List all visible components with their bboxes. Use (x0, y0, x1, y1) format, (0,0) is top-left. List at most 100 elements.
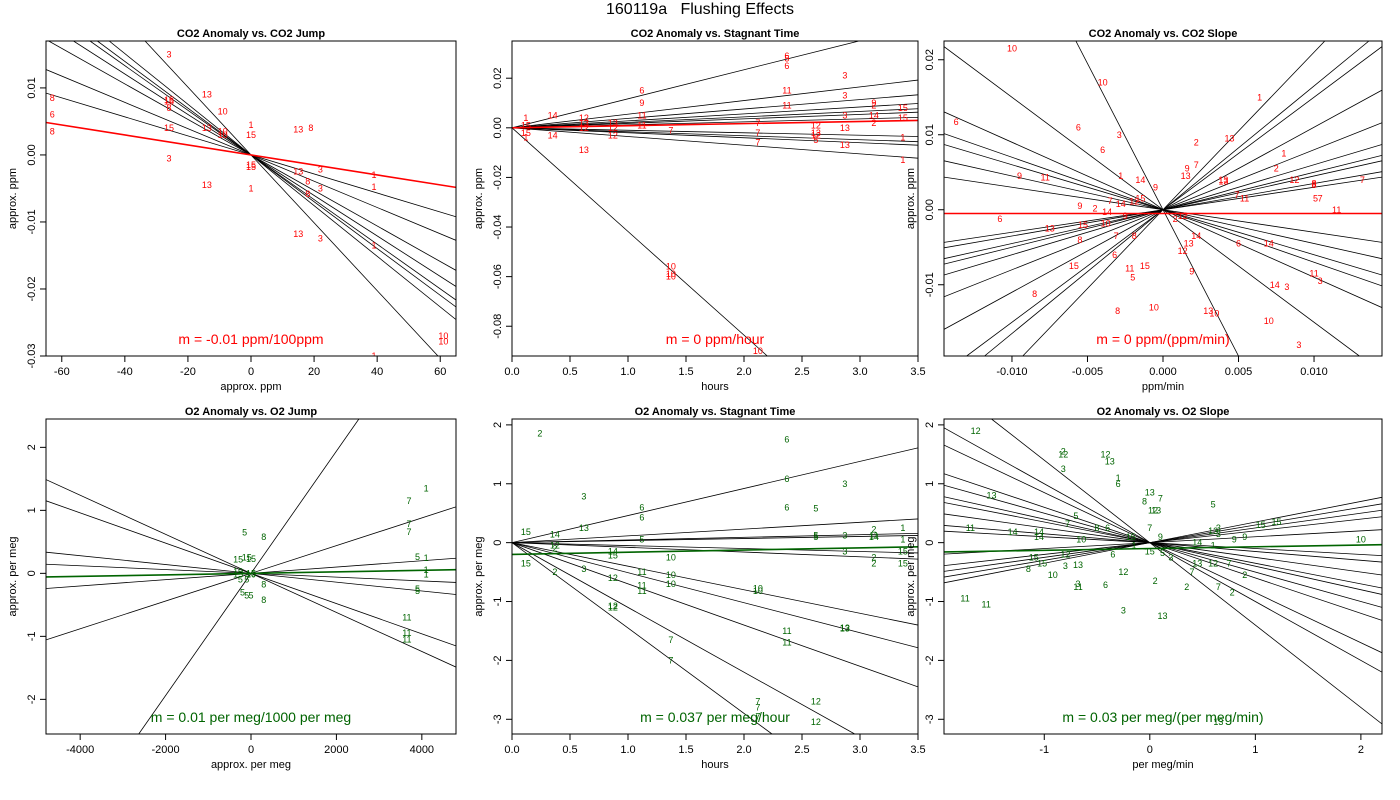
panel-5: 2151514122231331415121212665111111101010… (473, 406, 926, 771)
data-point-label: 3 (166, 153, 171, 163)
data-point-label: 11 (966, 523, 975, 533)
y-tick-label: 0.02 (492, 67, 504, 88)
reference-line (512, 111, 918, 129)
data-point-label: 5 (244, 575, 249, 585)
data-point-label: 12 (811, 717, 821, 727)
figure-title: 160119a Flushing Effects (606, 1, 794, 18)
data-points: 1151511414121312131312126911111010107107… (521, 51, 908, 356)
y-tick-label: 2 (26, 444, 38, 450)
x-tick-label: 0.5 (562, 744, 577, 756)
data-point-label: 7 (1194, 160, 1199, 170)
reference-line (944, 473, 1382, 621)
data-point-label: 2 (871, 552, 876, 562)
data-point-label: 10 (438, 336, 448, 346)
reference-line (966, 46, 1382, 356)
data-point-label: 7 (668, 655, 673, 665)
data-point-label: 13 (1192, 558, 1202, 568)
data-point-label: 14 (1270, 280, 1280, 290)
data-point-label: 5 (813, 503, 818, 513)
data-point-label: 7 (1114, 231, 1119, 241)
data-point-label: 1 (424, 483, 429, 493)
y-tick-label: -0.06 (492, 264, 504, 289)
reference-line (512, 127, 768, 356)
data-point-label: 15 (898, 546, 908, 556)
data-point-label: 3 (1216, 523, 1221, 533)
reference-lines (944, 419, 1382, 725)
reference-line (512, 518, 918, 544)
data-point-label: 3 (318, 183, 323, 193)
data-point-label: 15 (521, 120, 531, 130)
data-point-label: 3 (318, 234, 323, 244)
data-point-label: 12 (608, 602, 618, 612)
data-point-label: 2 (1274, 164, 1279, 174)
data-point-label: 15 (233, 570, 243, 580)
data-point-label: 14 (1191, 231, 1201, 241)
x-axis-label: per meg/min (1132, 759, 1193, 771)
reference-line (138, 419, 360, 734)
data-point-label: 13 (986, 491, 996, 501)
slope-annotation: m = 0.01 per meg/1000 per meg (151, 709, 351, 725)
data-point-label: 2 (1194, 137, 1199, 147)
data-point-label: 10 (1209, 308, 1219, 318)
x-tick-label: 2000 (324, 744, 348, 756)
data-point-label: 11 (982, 599, 991, 609)
reference-line (991, 419, 1382, 725)
data-point-label: 8 (305, 189, 310, 199)
data-point-label: 3 (842, 479, 847, 489)
data-point-label: 13 (840, 623, 850, 633)
reference-line (944, 427, 1382, 673)
data-point-label: 2 (1230, 588, 1235, 598)
data-point-label: 10 (1007, 44, 1017, 54)
x-tick-label: 0.0 (504, 744, 519, 756)
data-point-label: 9 (1158, 532, 1163, 542)
x-axis-label: hours (701, 381, 729, 393)
data-point-label: 11 (782, 638, 791, 648)
reference-line (512, 542, 918, 649)
reference-line (512, 535, 918, 544)
reference-line (944, 496, 1382, 584)
y-axis-label: approx. per meg (473, 536, 485, 616)
data-point-label: 8 (1312, 179, 1317, 189)
reference-line (944, 502, 1382, 589)
data-point-label: 3 (842, 91, 847, 101)
y-tick-label: -2 (26, 694, 38, 704)
y-tick-label: -1 (26, 631, 38, 641)
data-point-label: 1 (424, 553, 429, 563)
x-tick-label: 1.5 (678, 366, 693, 378)
data-point-label: 12 (550, 541, 560, 551)
data-point-label: 12 (1148, 505, 1158, 515)
x-tick-label: 1.0 (620, 744, 635, 756)
reference-line (512, 108, 918, 129)
data-point-label: 5 (1211, 499, 1216, 509)
data-point-label: 12 (579, 123, 589, 133)
data-point-label: 15 (233, 554, 243, 564)
data-point-label: 10 (753, 584, 763, 594)
data-point-label: 6 (954, 117, 959, 127)
data-point-label: 12 (1058, 449, 1068, 459)
data-point-label: 8 (261, 580, 266, 590)
data-point-label: 12 (1060, 549, 1070, 559)
data-point-label: 8 (1142, 496, 1147, 506)
reference-line (944, 530, 1382, 556)
data-point-label: 15 (608, 551, 618, 561)
reference-line (1075, 41, 1239, 356)
x-tick-label: -40 (117, 366, 133, 378)
reference-line (512, 127, 918, 159)
data-point-label: 6 (784, 435, 789, 445)
data-point-label: 6 (50, 110, 55, 120)
data-point-label: 14 (608, 546, 618, 556)
data-point-label: 8 (166, 103, 171, 113)
data-point-label: 14 (1008, 527, 1018, 537)
x-tick-label: 0.000 (1149, 366, 1177, 378)
y-tick-label: 0.02 (924, 49, 936, 70)
data-point-label: 1 (371, 351, 376, 361)
data-point-label: 15 (1145, 546, 1155, 556)
data-point-label: 3 (1318, 276, 1323, 286)
reference-line (512, 542, 918, 626)
data-point-label: 3 (581, 492, 586, 502)
data-point-label: 3 (1216, 529, 1221, 539)
data-point-label: 3 (1168, 552, 1173, 562)
reference-lines (46, 41, 456, 356)
